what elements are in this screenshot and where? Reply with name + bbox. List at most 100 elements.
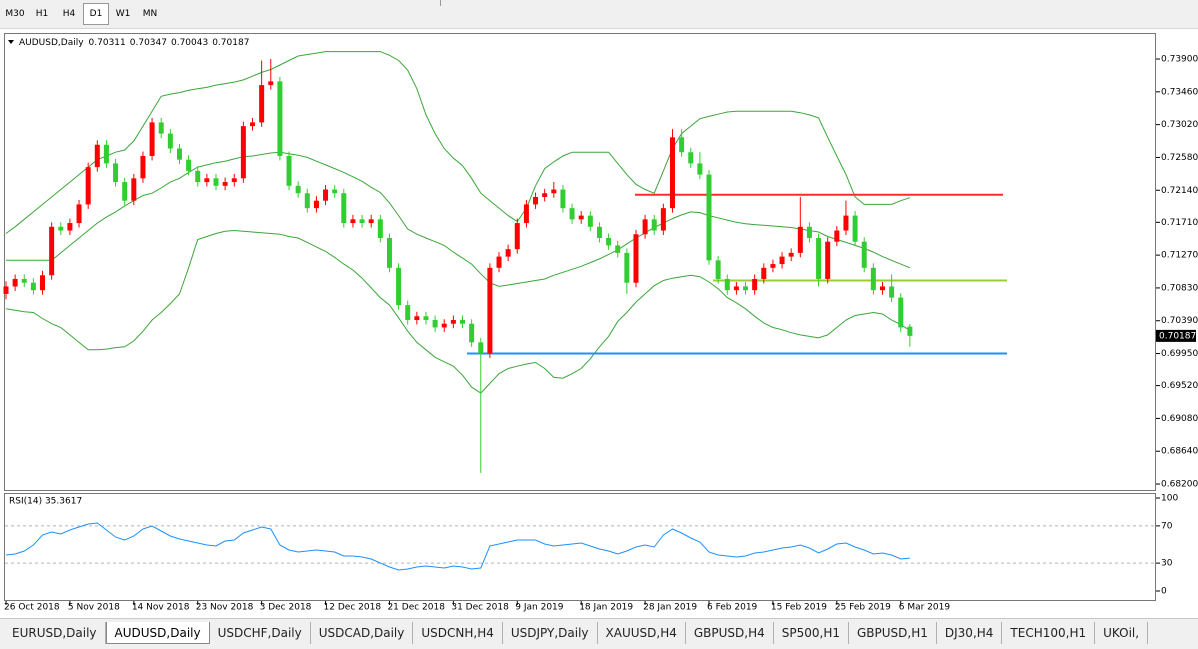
chart-tab[interactable]: EURUSD,Daily (4, 622, 106, 644)
y-tick-label: 0.73020 (1161, 120, 1198, 130)
timeframe-button[interactable]: H1 (35, 9, 49, 19)
x-tick-label: 25 Feb 2019 (835, 603, 891, 613)
candle-body (779, 256, 785, 265)
x-tick-label: 6 Feb 2019 (707, 603, 758, 613)
candle-body (85, 167, 91, 205)
y-tick-label: 0 (1161, 587, 1167, 597)
candle-body (806, 226, 812, 238)
y-tick-label: 0.73460 (1161, 87, 1198, 97)
candle-body (533, 196, 539, 205)
candle-body (450, 319, 456, 324)
candle-body (350, 219, 356, 224)
candle-body (131, 178, 137, 201)
candle-body (222, 182, 228, 186)
collapse-arrow[interactable] (8, 40, 14, 44)
y-tick-label: 30 (1161, 559, 1173, 569)
candle-body (377, 219, 383, 238)
chart-tab[interactable]: UKOil, (1095, 622, 1149, 644)
candle-body (231, 178, 237, 183)
candle-body (487, 267, 493, 354)
chart-tab[interactable]: TECH100,H1 (1002, 622, 1096, 644)
x-tick-label: 12 Dec 2018 (324, 603, 382, 613)
chart-tab[interactable]: USDCAD,Daily (311, 622, 414, 644)
candle-body (268, 81, 274, 86)
y-tick-label: 0.68640 (1161, 447, 1198, 457)
x-tick-label: 28 Jan 2019 (643, 603, 697, 613)
candle-body (587, 215, 593, 227)
candle-body (441, 323, 447, 328)
candle-body (386, 237, 392, 268)
timeframe-button[interactable]: D1 (83, 3, 109, 25)
chart-tab[interactable]: GBPUSD,H1 (849, 622, 937, 644)
candle-body (816, 237, 822, 279)
candle-body (669, 137, 675, 209)
x-tick-label: 26 Oct 2018 (4, 603, 60, 613)
timeframe-button[interactable]: M30 (5, 9, 25, 19)
candle-body (761, 267, 767, 279)
candle-body (879, 286, 885, 291)
y-tick-label: 70 (1161, 521, 1173, 531)
timeframe-button[interactable]: W1 (115, 9, 131, 19)
candle-body (606, 237, 612, 246)
chart-tab[interactable]: GBPUSD,H4 (686, 622, 774, 644)
x-tick-label: 21 Dec 2018 (387, 603, 445, 613)
candle-body (286, 155, 292, 186)
chart-tab[interactable]: DJ30,H4 (937, 622, 1003, 644)
chart-tab[interactable]: USDJPY,Daily (503, 622, 598, 644)
price-panel (4, 33, 1156, 491)
candle-body (615, 245, 621, 253)
x-tick-label: 14 Nov 2018 (132, 603, 190, 613)
price-marker (1156, 329, 1196, 342)
x-tick-label: 5 Nov 2018 (68, 603, 120, 613)
timeframe-button[interactable]: MN (142, 9, 158, 19)
x-tick-label: 23 Nov 2018 (196, 603, 254, 613)
open-value: 0.70311 (89, 38, 126, 48)
chart: AUDUSD,Daily 0.70311 0.70347 0.70043 0.70187… (3, 33, 1198, 613)
y-tick-label: 0.72140 (1161, 186, 1198, 196)
candle-body (240, 126, 246, 179)
chart-tab[interactable]: USDCNH,H4 (413, 622, 503, 644)
candle-body (341, 193, 347, 224)
candle-body (94, 144, 100, 168)
candle-body (460, 319, 465, 324)
candle-body (688, 152, 694, 164)
candle-body (186, 159, 192, 171)
candle-body (523, 204, 529, 224)
chart-tab[interactable]: SP500,H1 (774, 622, 849, 644)
timeframe-toolbar: M30 H1 H4 D1 W1 MN (0, 0, 1198, 29)
candle-body (396, 267, 402, 306)
candle-body (724, 278, 730, 291)
candle-body (715, 260, 721, 279)
timeframe-button[interactable]: H4 (62, 9, 76, 19)
candle-body (359, 219, 365, 224)
candle-body (213, 178, 219, 186)
candle-body (642, 219, 648, 235)
chart-tab[interactable]: XAUUSD,H4 (598, 622, 686, 644)
candle-body (423, 316, 429, 320)
candle-body (788, 252, 794, 257)
bollinger-band (5, 51, 911, 234)
candle-body (542, 193, 548, 197)
chart-tab[interactable]: USDCHF,Daily (210, 622, 311, 644)
candle-body (21, 278, 27, 283)
candle-body (889, 286, 895, 298)
close-value: 0.70187 (212, 38, 249, 48)
candle-body (332, 189, 338, 194)
candle-body (569, 208, 575, 220)
candle-body (651, 219, 657, 231)
candle-body (40, 275, 46, 291)
candle-body (469, 323, 475, 343)
candle-body (76, 204, 82, 224)
candle-body (870, 267, 876, 291)
candle-body (122, 182, 128, 201)
candle-body (679, 137, 685, 153)
chart-tab[interactable]: AUDUSD,Daily (105, 622, 210, 644)
y-tick-label: 0.71710 (1161, 218, 1198, 228)
x-tick-label: 9 Jan 2019 (515, 603, 563, 613)
x-tick-label: 6 Mar 2019 (899, 603, 951, 613)
rsi-line (5, 522, 910, 571)
candle-body (195, 170, 201, 183)
candle-body (204, 178, 210, 183)
candle-body (496, 256, 502, 268)
